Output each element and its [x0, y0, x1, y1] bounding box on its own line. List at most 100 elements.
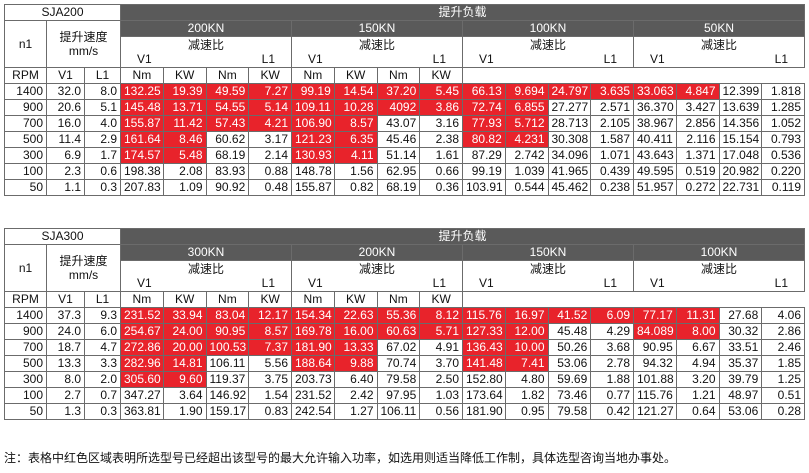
power-value: 2.86 — [761, 323, 806, 340]
l1-value: 0.3 — [84, 403, 121, 420]
v1-value: 1.1 — [46, 179, 85, 196]
torque-value: 62.95 — [376, 163, 421, 180]
table-row: 900 20.6 5.1 145.48 13.71 54.55 5.14 109.11 10.2… — [4, 99, 806, 116]
torque-value: 30.32 — [718, 323, 763, 340]
torque-value: 109.11 — [291, 99, 335, 116]
table-row: 300 8.0 2.0 305.60 9.60 119.37 3.75 203.73 6.40 7… — [4, 371, 806, 388]
torque-value: 79.58 — [547, 403, 592, 420]
v1-value: 18.7 — [46, 339, 85, 356]
torque-value: 132.25 — [120, 83, 164, 100]
table-row: 900 24.0 6.0 254.67 24.00 90.95 8.57 169.78 16.0… — [4, 323, 806, 340]
torque-value: 83.93 — [205, 163, 250, 180]
torque-value: 173.64 — [462, 387, 506, 404]
header-row-units: RPM V1 L1 Nm KW Nm KW Nm KW Nm KW — [4, 67, 805, 84]
l1-value: 8.0 — [84, 83, 121, 100]
power-value: 0.36 — [419, 179, 463, 196]
torque-value: 127.33 — [462, 323, 506, 340]
table-row: 500 13.3 3.3 282.96 14.81 106.11 5.56 188.64 9.8… — [4, 355, 806, 372]
power-value: 3.68 — [590, 339, 634, 356]
power-value: 10.00 — [504, 339, 549, 356]
torque-value: 347.27 — [120, 387, 164, 404]
torque-value: 90.95 — [633, 339, 677, 356]
l1-value: 1.7 — [84, 147, 121, 164]
l1-value: 3.3 — [84, 355, 121, 372]
power-value: 20.00 — [162, 339, 207, 356]
power-value: 2.42 — [333, 387, 378, 404]
rpm-value: 300 — [4, 371, 47, 388]
power-value: 4.29 — [590, 323, 634, 340]
torque-value: 51.957 — [633, 179, 677, 196]
power-value: 1.052 — [761, 115, 806, 132]
ratio-l1: L1 — [603, 52, 617, 66]
load-capacity: 200KN — [120, 20, 292, 37]
ratio-l1: L1 — [774, 52, 789, 66]
power-value: 1.587 — [590, 131, 634, 148]
power-value: 9.88 — [333, 355, 378, 372]
torque-value: 55.36 — [376, 307, 421, 324]
power-value: 1.85 — [761, 355, 806, 372]
speed-label: 提升速度 mm/s — [46, 244, 121, 292]
power-value: 1.90 — [162, 403, 207, 420]
ratio-l1: L1 — [261, 52, 275, 66]
torque-value: 27.68 — [718, 307, 763, 324]
table-row: 700 18.7 4.7 272.86 20.00 100.53 7.37 181.90 13.… — [4, 339, 806, 356]
torque-value: 231.52 — [291, 387, 335, 404]
header-row-load: SJA200 提升负载 — [4, 4, 806, 21]
torque-value: 41.52 — [547, 307, 592, 324]
torque-value: 24.797 — [547, 83, 592, 100]
torque-value: 106.90 — [291, 115, 335, 132]
l1-value: 0.7 — [84, 387, 121, 404]
power-value: 1.371 — [675, 147, 720, 164]
torque-value: 36.370 — [633, 99, 677, 116]
ratio-title: 减速比 — [529, 38, 566, 52]
model-name: SJA300 — [4, 228, 121, 245]
load-capacity: 200KN — [291, 244, 463, 261]
torque-value: 87.29 — [462, 147, 506, 164]
ratio-v1-l1: V1 L1 — [298, 276, 456, 290]
power-value: 1.56 — [333, 163, 378, 180]
power-value: 0.536 — [761, 147, 806, 164]
power-value: 22.63 — [333, 307, 378, 324]
kw-label: KW — [419, 67, 463, 84]
torque-value: 49.59 — [205, 83, 250, 100]
ratio-title: 减速比 — [701, 262, 738, 276]
torque-value: 72.74 — [462, 99, 506, 116]
power-value: 24.00 — [162, 323, 207, 340]
power-value: 4.06 — [761, 307, 806, 324]
torque-value: 45.48 — [547, 323, 592, 340]
header-row-units: RPM V1 L1 Nm KW Nm KW Nm KW Nm KW — [4, 291, 805, 308]
power-value: 0.272 — [675, 179, 720, 196]
power-value: 4.11 — [333, 147, 378, 164]
power-value: 0.95 — [504, 403, 549, 420]
torque-value: 103.91 — [462, 179, 506, 196]
table-row: 100 2.7 0.7 347.27 3.64 146.92 1.54 231.52 2.42 9… — [4, 387, 806, 404]
power-value: 9.694 — [504, 83, 549, 100]
torque-value: 54.55 — [205, 99, 250, 116]
ratio-l1: L1 — [432, 276, 446, 290]
power-value: 6.40 — [333, 371, 378, 388]
torque-value: 80.82 — [462, 131, 506, 148]
power-value: 5.712 — [504, 115, 549, 132]
ratio-header: 减速比 V1 L1 — [291, 36, 463, 68]
torque-value: 37.20 — [376, 83, 421, 100]
power-value: 2.46 — [761, 339, 806, 356]
power-value: 5.71 — [419, 323, 463, 340]
v1-value: 24.0 — [46, 323, 85, 340]
power-value: 4.80 — [504, 371, 549, 388]
torque-value: 27.277 — [547, 99, 592, 116]
ratio-title: 减速比 — [358, 262, 395, 276]
l1-value: 0.6 — [84, 163, 121, 180]
power-value: 3.427 — [675, 99, 720, 116]
load-capacity: 300KN — [120, 244, 292, 261]
ratio-v1: V1 — [650, 52, 665, 66]
power-value: 0.64 — [675, 403, 720, 420]
power-value: 10.28 — [333, 99, 378, 116]
rpm-value: 300 — [4, 147, 47, 164]
torque-value: 203.73 — [291, 371, 335, 388]
rpm-value: 500 — [4, 131, 47, 148]
load-capacity: 150KN — [462, 244, 634, 261]
ratio-header: 减速比 V1 L1 — [462, 36, 634, 68]
torque-value: 115.76 — [633, 387, 677, 404]
torque-value: 48.97 — [718, 387, 763, 404]
ratio-v1: V1 — [479, 52, 494, 66]
